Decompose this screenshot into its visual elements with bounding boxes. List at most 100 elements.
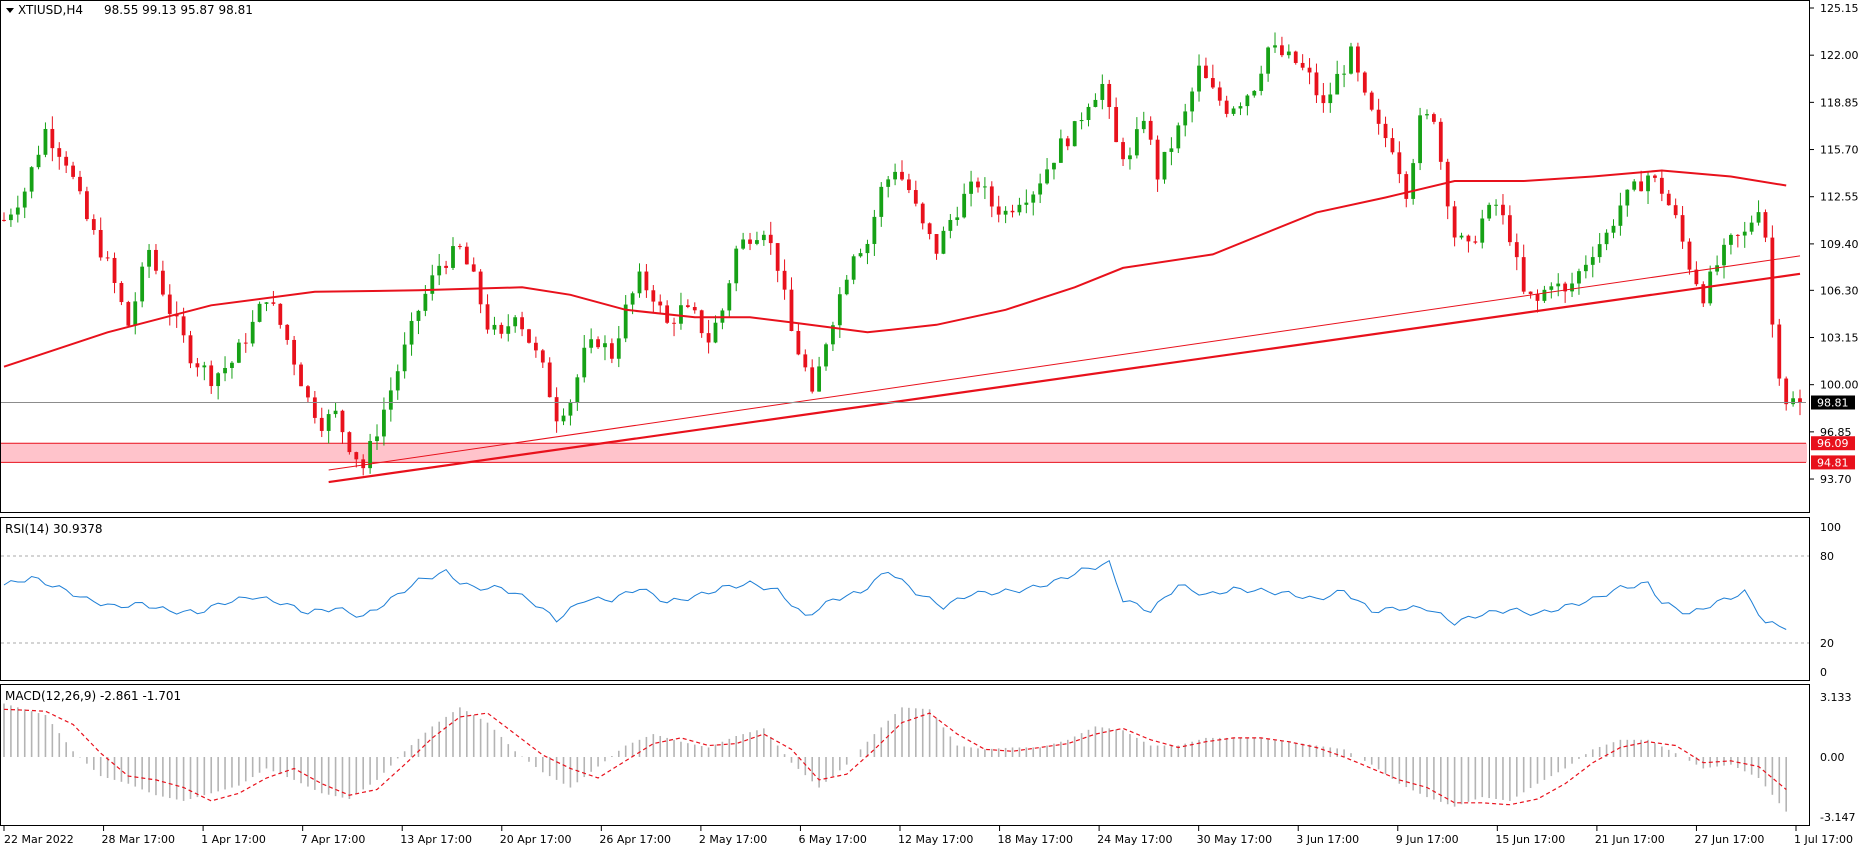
candle-body: [1528, 291, 1533, 294]
candle-body: [1625, 189, 1630, 206]
candle: [50, 116, 55, 162]
candle-body: [22, 191, 27, 208]
candle: [575, 374, 580, 411]
time-tick-label: 26 Apr 17:00: [599, 833, 671, 846]
candle-body: [1107, 83, 1112, 108]
candle: [761, 230, 766, 246]
candle-body: [1542, 289, 1547, 301]
candle-body: [1798, 398, 1802, 403]
candle: [1494, 199, 1498, 216]
support-zone: [1, 442, 1807, 463]
candle: [1459, 232, 1464, 240]
macd-panel[interactable]: 3.133 0.00 -3.147 MACD(12,26,9) -2.861 -1.…: [0, 684, 1856, 826]
candle-body: [692, 306, 697, 311]
candle: [1045, 158, 1049, 185]
candle: [458, 243, 462, 250]
candle: [658, 294, 663, 313]
candle: [140, 262, 145, 308]
candle: [112, 252, 117, 294]
candle-body: [1563, 283, 1568, 292]
candle: [1701, 281, 1706, 307]
candle: [851, 254, 856, 285]
rsi-tick-label: 80: [1820, 550, 1834, 563]
price-tag-label: 94.81: [1817, 456, 1849, 469]
ohlc-readout: 98.55 99.13 95.87 98.81: [104, 3, 253, 17]
candle: [637, 263, 642, 298]
candle: [1224, 95, 1229, 118]
candle-body: [202, 365, 207, 368]
candle: [319, 407, 324, 438]
candle-body: [568, 402, 573, 416]
candle-body: [1335, 73, 1340, 95]
candle-body: [1238, 106, 1243, 109]
candle-body: [1086, 106, 1091, 120]
triangle-down-icon[interactable]: [6, 8, 14, 13]
candle-body: [1017, 204, 1022, 213]
candle: [119, 281, 124, 306]
candle: [996, 195, 1001, 223]
candle: [1604, 229, 1609, 251]
candle-body: [706, 333, 711, 343]
candle: [1556, 273, 1561, 297]
candle: [1072, 120, 1077, 147]
candle-body: [326, 414, 331, 431]
candle: [98, 217, 103, 261]
candle-body: [1293, 51, 1298, 63]
candle-body: [1756, 212, 1761, 223]
candle-body: [1535, 293, 1540, 301]
candle: [464, 242, 469, 265]
candle: [1217, 81, 1222, 106]
rsi-panel[interactable]: 100 80 20 0 RSI(14) 30.9378: [0, 517, 1842, 681]
candle-body: [893, 171, 897, 180]
candle-body: [1148, 120, 1153, 140]
candle-body: [1583, 264, 1588, 272]
candle: [1466, 234, 1471, 253]
time-tick-label: 24 May 17:00: [1097, 833, 1172, 846]
candle-body: [969, 181, 973, 194]
candle: [278, 303, 283, 329]
candle: [1107, 79, 1112, 119]
candle: [1653, 174, 1657, 183]
candle-body: [15, 207, 20, 215]
candle-body: [934, 234, 939, 254]
candle-body: [1425, 114, 1429, 116]
candle: [962, 183, 967, 219]
candle-body: [1252, 90, 1257, 96]
candle-body: [1639, 181, 1644, 192]
candle: [1632, 179, 1637, 192]
candle: [1784, 376, 1789, 411]
candle: [1687, 238, 1692, 275]
candle-body: [485, 304, 490, 330]
candle-body: [1141, 120, 1146, 130]
time-tick-label: 20 Apr 17:00: [500, 833, 572, 846]
candle: [1100, 74, 1105, 110]
candle: [672, 317, 676, 337]
price-panel[interactable]: 125.15 122.00 118.85 115.70 112.55 109.40 106.…: [0, 0, 1859, 513]
price-tag-label: 98.81: [1817, 396, 1849, 409]
candle: [934, 234, 939, 260]
candle-body: [333, 410, 338, 415]
candle-body: [1459, 235, 1464, 238]
candle: [326, 409, 331, 444]
candle: [644, 264, 649, 298]
candle: [299, 362, 303, 387]
candle-body: [1742, 231, 1747, 236]
candle: [554, 387, 559, 433]
candle: [29, 166, 34, 199]
candle-body: [1010, 210, 1015, 213]
macd-tick-label: 3.133: [1820, 691, 1852, 704]
candle-body: [91, 219, 96, 231]
candle-body: [1729, 234, 1733, 245]
time-tick-label: 22 Mar 2022: [4, 833, 74, 846]
candle-body: [230, 362, 234, 368]
candle: [1162, 151, 1167, 184]
candle: [84, 186, 89, 222]
moving-average: [3, 169, 1787, 368]
candle: [582, 334, 587, 383]
candle: [57, 142, 62, 170]
candle-body: [603, 343, 607, 348]
price-tick-label: 112.55: [1820, 191, 1859, 204]
candle: [1770, 225, 1775, 338]
price-tick-label: 103.15: [1820, 331, 1859, 344]
